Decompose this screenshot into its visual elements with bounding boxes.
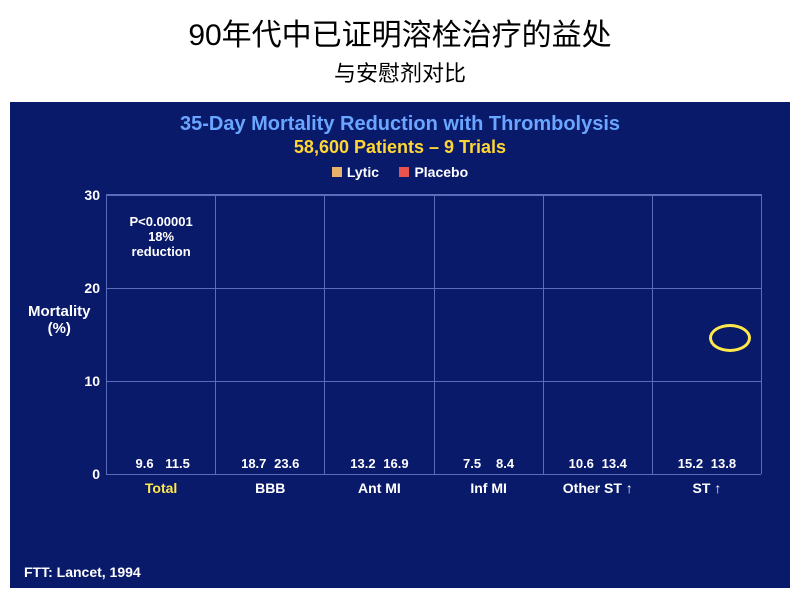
- bar-value-label: 10.6: [569, 456, 594, 471]
- bar-value-label: 13.8: [711, 456, 736, 471]
- y-tick-label: 0: [66, 466, 100, 482]
- x-axis-label: BBB: [216, 474, 324, 496]
- bar-value-label: 11.5: [165, 456, 190, 471]
- bar-value-label: 8.4: [496, 456, 514, 471]
- legend-label-lytic: Lytic: [347, 164, 379, 180]
- y-axis-label-line1: Mortality: [28, 304, 91, 321]
- slide-header: 90年代中已证明溶栓治疗的益处 与安慰剂对比: [0, 0, 800, 94]
- bar-group: 18.723.6BBB: [215, 195, 324, 474]
- slide-title-main: 90年代中已证明溶栓治疗的益处: [20, 10, 780, 54]
- slide: 90年代中已证明溶栓治疗的益处 与安慰剂对比 35-Day Mortality …: [0, 0, 800, 600]
- y-axis-label: Mortality (%): [28, 304, 91, 337]
- gridline: [106, 474, 761, 475]
- x-axis-label: Other ST ↑: [544, 474, 652, 496]
- y-tick-label: 30: [66, 187, 100, 203]
- chart-title: 35-Day Mortality Reduction with Thrombol…: [22, 112, 778, 137]
- x-axis-label: Ant MI: [325, 474, 433, 496]
- highlight-circle: [709, 324, 751, 352]
- slide-title-sub: 与安慰剂对比: [20, 56, 780, 88]
- x-axis-label: Inf MI: [435, 474, 543, 496]
- bar-group: 13.216.9Ant MI: [324, 195, 433, 474]
- bar-group: 9.611.5TotalP<0.0000118%reduction: [106, 195, 215, 474]
- y-tick-label: 10: [66, 373, 100, 389]
- y-tick-label: 20: [66, 280, 100, 296]
- annotation-total: P<0.0000118%reduction: [107, 215, 215, 260]
- chart-subtitle: 58,600 Patients – 9 Trials: [22, 137, 778, 158]
- bar-groups: 9.611.5TotalP<0.0000118%reduction18.723.…: [106, 195, 761, 474]
- gridline: [106, 288, 761, 289]
- legend-swatch-lytic: [332, 167, 342, 177]
- plot-area: Mortality (%) 9.611.5TotalP<0.0000118%re…: [32, 184, 768, 504]
- legend-item-lytic: Lytic: [332, 164, 379, 180]
- bar-value-label: 13.4: [602, 456, 627, 471]
- bar-group: 15.213.8ST ↑: [652, 195, 761, 474]
- legend-item-placebo: Placebo: [399, 164, 468, 180]
- y-axis-label-line2: (%): [28, 321, 91, 338]
- legend-label-placebo: Placebo: [414, 164, 468, 180]
- bar-value-label: 9.6: [136, 456, 154, 471]
- bar-group: 10.613.4Other ST ↑: [543, 195, 652, 474]
- bar-value-label: 16.9: [383, 456, 408, 471]
- chart-footer-left: FTT: Lancet, 1994: [24, 564, 141, 580]
- gridline: [106, 381, 761, 382]
- bar-value-label: 23.6: [274, 456, 299, 471]
- legend-swatch-placebo: [399, 167, 409, 177]
- x-axis-label: ST ↑: [653, 474, 761, 496]
- legend: Lytic Placebo: [22, 164, 778, 182]
- chart-container: 35-Day Mortality Reduction with Thrombol…: [10, 102, 790, 588]
- bar-value-label: 15.2: [678, 456, 703, 471]
- bar-value-label: 13.2: [350, 456, 375, 471]
- bar-value-label: 7.5: [463, 456, 481, 471]
- plot-region: 9.611.5TotalP<0.0000118%reduction18.723.…: [106, 194, 762, 474]
- gridline: [106, 195, 761, 196]
- chart-background: 35-Day Mortality Reduction with Thrombol…: [10, 102, 790, 588]
- bar-value-label: 18.7: [241, 456, 266, 471]
- x-axis-label: Total: [107, 474, 215, 496]
- bar-group: 7.58.4Inf MI: [434, 195, 543, 474]
